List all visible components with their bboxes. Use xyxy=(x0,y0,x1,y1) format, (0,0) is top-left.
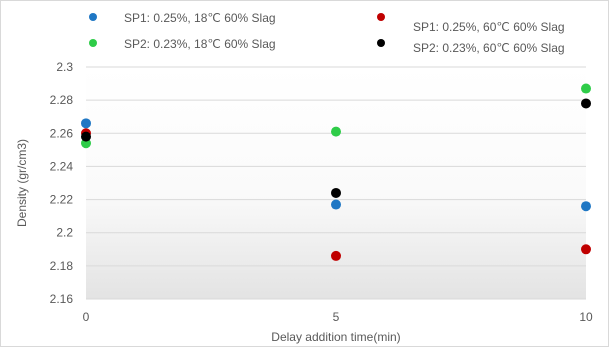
y-tick-label: 2.26 xyxy=(50,126,74,140)
data-point xyxy=(581,244,591,255)
data-point xyxy=(581,83,591,94)
x-axis-title: Delay addition time(min) xyxy=(271,330,400,344)
y-tick-label: 2.22 xyxy=(50,193,74,207)
y-tick-label: 2.24 xyxy=(50,159,74,173)
y-axis-ticks: 2.16 2.18 2.2 2.22 2.24 2.26 2.28 2.3 xyxy=(50,60,74,306)
y-tick-label: 2.28 xyxy=(50,93,74,107)
x-axis-ticks: 0 5 10 xyxy=(83,310,593,324)
legend: SP1: 0.25%, 18℃ 60% Slag SP2: 0.23%, 18℃ … xyxy=(89,11,565,55)
y-axis-title: Density (gr/cm3) xyxy=(15,139,29,227)
x-tick-label: 10 xyxy=(579,310,593,324)
plot-area xyxy=(86,67,586,299)
data-point xyxy=(81,131,91,142)
y-tick-label: 2.16 xyxy=(50,292,74,306)
y-tick-label: 2.18 xyxy=(50,259,74,273)
legend-label: SP1: 0.25%, 60℃ 60% Slag xyxy=(413,20,565,34)
legend-marker xyxy=(377,13,385,21)
y-tick-label: 2.2 xyxy=(56,226,73,240)
legend-label: SP2: 0.23%, 18℃ 60% Slag xyxy=(124,37,276,51)
y-tick-label: 2.3 xyxy=(56,60,73,74)
x-tick-label: 5 xyxy=(333,310,340,324)
data-point xyxy=(331,187,341,198)
data-point xyxy=(331,126,341,137)
legend-marker xyxy=(89,39,97,47)
data-point xyxy=(581,98,591,109)
data-point xyxy=(331,199,341,210)
data-point xyxy=(331,250,341,261)
legend-label: SP1: 0.25%, 18℃ 60% Slag xyxy=(124,11,276,25)
legend-marker xyxy=(377,39,385,47)
data-point xyxy=(81,118,91,129)
legend-marker xyxy=(89,13,97,21)
data-points xyxy=(81,83,591,261)
data-point xyxy=(581,201,591,212)
legend-label: SP2: 0.23%, 60℃ 60% Slag xyxy=(413,41,565,55)
x-tick-label: 0 xyxy=(83,310,90,324)
